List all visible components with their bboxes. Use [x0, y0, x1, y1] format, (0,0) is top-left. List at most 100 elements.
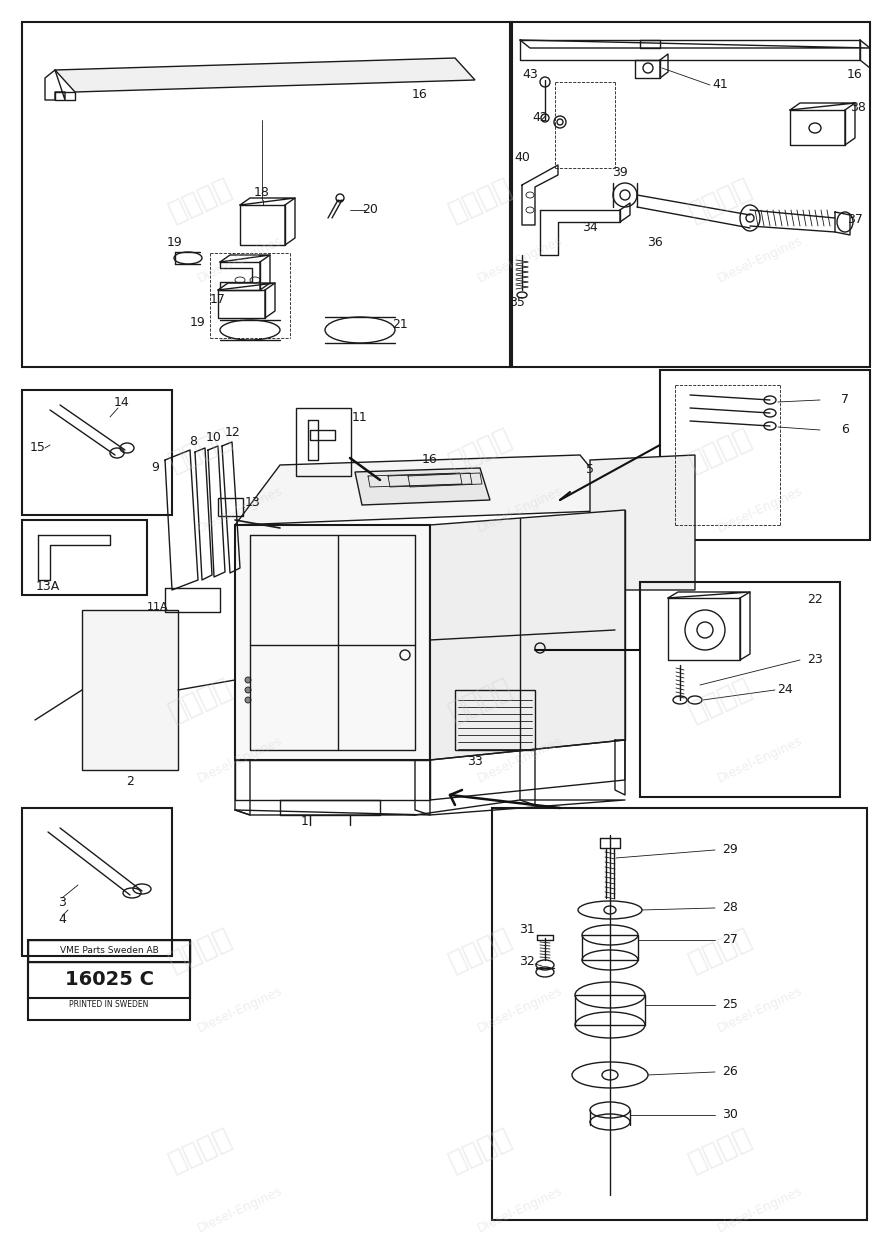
Text: Diesel-Engines: Diesel-Engines [475, 984, 564, 1035]
Text: 38: 38 [850, 102, 866, 114]
Text: 39: 39 [612, 167, 627, 179]
Text: 15: 15 [30, 441, 46, 455]
Bar [28, 962, 190, 998]
Text: 13A: 13A [36, 580, 61, 593]
Text: Diesel-Engines: Diesel-Engines [195, 984, 285, 1035]
Text: 5: 5 [586, 464, 594, 476]
Text: 22: 22 [807, 593, 823, 607]
Ellipse shape [602, 1070, 618, 1080]
Text: 紫发动力: 紫发动力 [164, 173, 236, 226]
Text: Diesel-Engines: Diesel-Engines [195, 1185, 285, 1236]
Text: 8: 8 [189, 435, 197, 449]
Text: Diesel-Engines: Diesel-Engines [195, 235, 285, 286]
Text: 31: 31 [519, 924, 535, 936]
Text: 17: 17 [210, 293, 226, 307]
Text: 11: 11 [352, 411, 368, 425]
Bar [22, 22, 512, 367]
Text: 1: 1 [301, 815, 309, 829]
Text: 10: 10 [206, 431, 222, 445]
Text: 4: 4 [58, 914, 66, 926]
Bar [22, 390, 172, 515]
Bar [22, 520, 147, 595]
Ellipse shape [604, 906, 616, 914]
Text: 7: 7 [841, 394, 849, 406]
Text: 40: 40 [514, 152, 530, 164]
Text: 26: 26 [722, 1065, 738, 1079]
Bar [296, 408, 351, 476]
Text: 紫发动力: 紫发动力 [444, 674, 516, 727]
Text: 紫发动力: 紫发动力 [164, 424, 236, 477]
Bar [218, 498, 243, 516]
Text: Diesel-Engines: Diesel-Engines [716, 1185, 805, 1236]
Text: Diesel-Engines: Diesel-Engines [716, 485, 805, 536]
Text: VME Parts Sweden AB: VME Parts Sweden AB [60, 946, 158, 956]
Text: Diesel-Engines: Diesel-Engines [716, 984, 805, 1035]
Bar [640, 582, 840, 797]
Text: Diesel-Engines: Diesel-Engines [195, 735, 285, 786]
Bar [510, 22, 870, 367]
Text: Diesel-Engines: Diesel-Engines [475, 485, 564, 536]
Text: 33: 33 [467, 756, 483, 768]
Text: 3: 3 [58, 896, 66, 910]
Text: PRINTED IN SWEDEN: PRINTED IN SWEDEN [69, 1001, 149, 1009]
Text: 2: 2 [126, 776, 134, 788]
Text: 20: 20 [362, 204, 378, 216]
Text: 34: 34 [582, 221, 598, 235]
Text: 16: 16 [422, 454, 438, 466]
Text: 紫发动力: 紫发动力 [444, 924, 516, 977]
Text: 11A: 11A [147, 602, 169, 612]
Text: 36: 36 [647, 236, 663, 250]
Text: 19: 19 [167, 236, 182, 250]
Text: 12: 12 [225, 426, 241, 440]
Polygon shape [82, 610, 178, 769]
Text: 紫发动力: 紫发动力 [444, 1124, 516, 1177]
Text: 37: 37 [847, 214, 863, 226]
Text: 18: 18 [254, 186, 270, 199]
Text: 紫发动力: 紫发动力 [164, 674, 236, 727]
Text: 24: 24 [777, 684, 793, 696]
Text: Diesel-Engines: Diesel-Engines [475, 235, 564, 286]
Bar [28, 940, 190, 1021]
Text: 紫发动力: 紫发动力 [444, 173, 516, 226]
Polygon shape [235, 455, 625, 525]
Text: 紫发动力: 紫发动力 [444, 424, 516, 477]
Text: 紫发动力: 紫发动力 [164, 924, 236, 977]
Text: 41: 41 [712, 78, 728, 92]
Text: 23: 23 [807, 654, 823, 666]
Bar [22, 808, 172, 956]
Text: Diesel-Engines: Diesel-Engines [716, 235, 805, 286]
Text: 25: 25 [722, 998, 738, 1012]
Text: Diesel-Engines: Diesel-Engines [716, 735, 805, 786]
Text: 30: 30 [722, 1109, 738, 1121]
Text: 9: 9 [151, 461, 159, 475]
Bar [28, 940, 190, 962]
Text: 19: 19 [190, 317, 206, 329]
Text: 29: 29 [722, 844, 738, 856]
Text: 28: 28 [722, 901, 738, 915]
Ellipse shape [245, 687, 251, 694]
Text: 6: 6 [841, 424, 849, 436]
Text: 紫发动力: 紫发动力 [684, 924, 756, 977]
Text: 27: 27 [722, 933, 738, 946]
Ellipse shape [245, 677, 251, 682]
Text: Diesel-Engines: Diesel-Engines [195, 485, 285, 536]
Text: 14: 14 [114, 397, 130, 409]
Text: 16: 16 [412, 88, 428, 102]
Text: Diesel-Engines: Diesel-Engines [475, 1185, 564, 1236]
Text: 紫发动力: 紫发动力 [684, 674, 756, 727]
Text: 21: 21 [392, 318, 408, 332]
Text: 16: 16 [847, 68, 863, 82]
Ellipse shape [245, 697, 251, 704]
Text: 紫发动力: 紫发动力 [684, 424, 756, 477]
Text: 42: 42 [532, 112, 548, 124]
Bar [492, 808, 867, 1219]
Polygon shape [355, 469, 490, 505]
Text: 32: 32 [519, 956, 535, 968]
Text: 紫发动力: 紫发动力 [684, 1124, 756, 1177]
Text: 43: 43 [522, 68, 538, 82]
Text: 16025 C: 16025 C [64, 971, 153, 989]
Polygon shape [55, 58, 475, 92]
Text: 35: 35 [509, 297, 525, 310]
Text: 紫发动力: 紫发动力 [684, 173, 756, 226]
Polygon shape [235, 525, 430, 759]
